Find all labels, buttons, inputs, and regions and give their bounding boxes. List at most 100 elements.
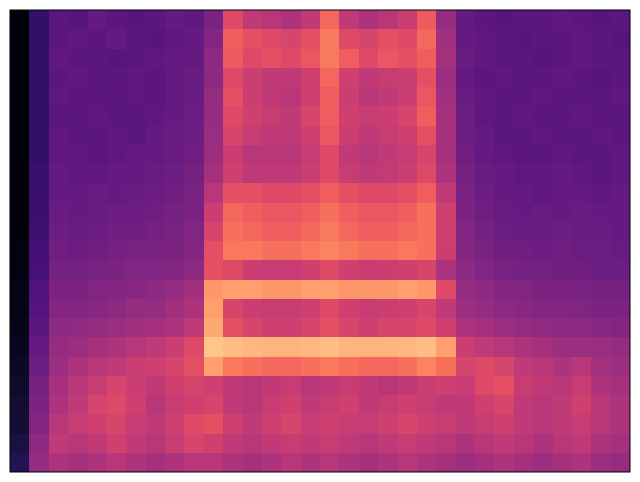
heatmap-cell — [165, 68, 185, 88]
heatmap-cell — [88, 376, 108, 396]
heatmap-cell — [126, 280, 146, 300]
heatmap-cell — [262, 376, 282, 396]
heatmap-cell — [572, 145, 592, 165]
heatmap-cell — [88, 183, 108, 203]
heatmap-cell — [417, 357, 437, 377]
heatmap-cell — [88, 29, 108, 49]
heatmap-cell — [146, 337, 166, 357]
heatmap-cell — [553, 453, 573, 472]
heatmap-cell — [10, 87, 30, 107]
heatmap-cell — [553, 145, 573, 165]
heatmap-cell — [339, 126, 359, 146]
heatmap-cell — [165, 241, 185, 261]
heatmap-cell — [243, 164, 263, 184]
heatmap-cell — [514, 299, 534, 319]
heatmap-cell — [339, 222, 359, 242]
heatmap-cell — [475, 68, 495, 88]
heatmap-cell — [281, 280, 301, 300]
heatmap-cell — [456, 337, 476, 357]
heatmap-cell — [88, 260, 108, 280]
heatmap-cell — [126, 376, 146, 396]
heatmap-cell — [359, 337, 379, 357]
heatmap-cell — [68, 318, 88, 338]
heatmap-cell — [417, 434, 437, 454]
heatmap-cell — [572, 453, 592, 472]
heatmap-cell — [165, 164, 185, 184]
heatmap-cell — [223, 337, 243, 357]
heatmap-cell — [262, 222, 282, 242]
heatmap-cell — [107, 357, 127, 377]
heatmap-cell — [223, 260, 243, 280]
heatmap-cell — [126, 87, 146, 107]
heatmap-cell — [456, 414, 476, 434]
heatmap-cell — [49, 145, 69, 165]
heatmap-cell — [533, 49, 553, 69]
heatmap-cell — [553, 126, 573, 146]
heatmap-cell — [10, 106, 30, 126]
heatmap-cell — [553, 318, 573, 338]
heatmap-cell — [184, 183, 204, 203]
heatmap-cell — [378, 203, 398, 223]
heatmap-cell — [49, 183, 69, 203]
heatmap-cell — [494, 318, 514, 338]
heatmap-cell — [107, 106, 127, 126]
heatmap-cell — [262, 164, 282, 184]
heatmap-cell — [378, 299, 398, 319]
heatmap-cell — [456, 106, 476, 126]
heatmap-cell — [494, 145, 514, 165]
heatmap-cell — [417, 395, 437, 415]
heatmap-cell — [436, 10, 456, 30]
heatmap-cell — [243, 10, 263, 30]
heatmap-cell — [320, 299, 340, 319]
heatmap-cell — [456, 434, 476, 454]
heatmap-cell — [398, 299, 418, 319]
heatmap-cell — [281, 222, 301, 242]
heatmap-cell — [417, 241, 437, 261]
heatmap-cell — [184, 357, 204, 377]
heatmap-cell — [146, 164, 166, 184]
heatmap-cell — [146, 203, 166, 223]
heatmap-cell — [10, 299, 30, 319]
heatmap-cell — [10, 318, 30, 338]
heatmap-cell — [184, 126, 204, 146]
heatmap-cell — [436, 106, 456, 126]
heatmap-cell — [320, 453, 340, 472]
heatmap-cell — [126, 68, 146, 88]
heatmap-cell — [320, 318, 340, 338]
heatmap-cell — [165, 222, 185, 242]
heatmap-cell — [533, 145, 553, 165]
heatmap-cell — [49, 87, 69, 107]
heatmap-cell — [398, 49, 418, 69]
heatmap-cell — [88, 145, 108, 165]
heatmap-cell — [204, 414, 224, 434]
heatmap-cell — [88, 318, 108, 338]
heatmap-cell — [378, 87, 398, 107]
heatmap-cell — [281, 260, 301, 280]
heatmap-cell — [243, 49, 263, 69]
heatmap-cell — [301, 260, 321, 280]
heatmap-cell — [29, 241, 49, 261]
heatmap-cell — [611, 241, 630, 261]
heatmap-cell — [223, 203, 243, 223]
heatmap-cell — [320, 126, 340, 146]
heatmap-cell — [165, 318, 185, 338]
heatmap-cell — [184, 49, 204, 69]
heatmap-cell — [301, 183, 321, 203]
heatmap-cell — [204, 280, 224, 300]
heatmap-cell — [223, 357, 243, 377]
heatmap-cell — [475, 126, 495, 146]
heatmap-cell — [494, 241, 514, 261]
heatmap-cell — [281, 376, 301, 396]
heatmap-cell — [436, 280, 456, 300]
heatmap-cell — [572, 280, 592, 300]
heatmap-cell — [107, 145, 127, 165]
heatmap-cell — [146, 29, 166, 49]
heatmap-cell — [223, 453, 243, 472]
heatmap-cell — [514, 183, 534, 203]
heatmap-cell — [165, 337, 185, 357]
heatmap-cell — [165, 434, 185, 454]
heatmap-cell — [243, 203, 263, 223]
heatmap-cell — [10, 241, 30, 261]
heatmap-cell — [436, 453, 456, 472]
heatmap-cell — [553, 203, 573, 223]
